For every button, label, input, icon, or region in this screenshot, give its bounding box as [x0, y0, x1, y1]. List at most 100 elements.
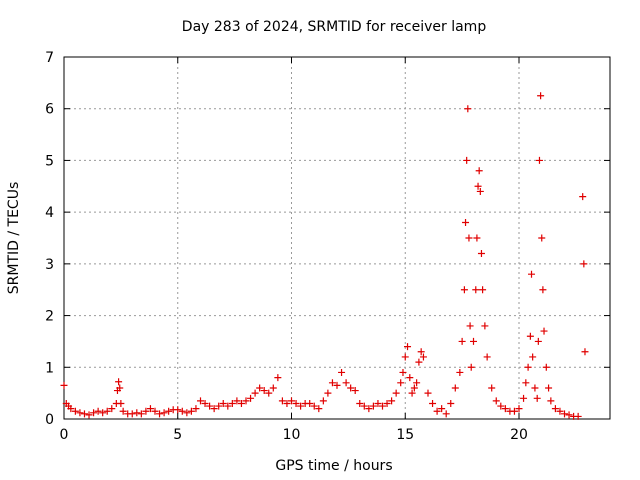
- data-point: [470, 337, 477, 345]
- grid: [64, 57, 610, 419]
- data-point: [103, 407, 111, 415]
- data-point: [76, 409, 84, 417]
- data-point: [466, 322, 474, 330]
- data-point: [397, 379, 405, 387]
- data-point: [526, 332, 534, 340]
- data-point: [360, 402, 368, 410]
- data-point: [374, 399, 382, 407]
- data-point: [128, 410, 136, 418]
- data-point: [535, 156, 543, 164]
- data-point: [310, 402, 318, 410]
- data-point: [447, 399, 455, 407]
- data-point: [413, 379, 421, 387]
- data-point: [581, 348, 589, 356]
- data-point: [67, 405, 75, 413]
- data-points: [60, 92, 589, 420]
- data-point: [477, 250, 485, 258]
- data-point: [237, 399, 245, 407]
- y-tick-label: 1: [45, 360, 54, 376]
- data-point: [116, 384, 124, 392]
- y-tick-label: 3: [45, 257, 54, 273]
- data-point: [160, 409, 168, 417]
- data-point: [274, 374, 282, 382]
- data-point: [365, 405, 373, 413]
- data-point: [315, 405, 323, 413]
- data-point: [401, 353, 409, 361]
- data-point: [233, 397, 241, 405]
- data-point: [306, 399, 314, 407]
- data-point: [60, 381, 68, 389]
- x-tick-label: 10: [283, 427, 301, 443]
- data-point: [424, 389, 432, 397]
- data-point: [137, 410, 145, 418]
- y-tick-label: 6: [45, 102, 54, 118]
- x-tick-label: 15: [396, 427, 414, 443]
- data-point: [156, 410, 164, 418]
- data-point: [278, 397, 286, 405]
- data-point: [545, 384, 553, 392]
- data-point: [399, 368, 407, 376]
- data-point: [415, 358, 423, 366]
- data-point: [251, 389, 259, 397]
- y-tick-label: 2: [45, 309, 54, 325]
- data-point: [265, 389, 273, 397]
- data-point: [297, 402, 305, 410]
- data-point: [451, 384, 459, 392]
- data-point: [119, 407, 127, 415]
- y-tick-label: 4: [45, 205, 54, 221]
- data-point: [442, 410, 450, 418]
- data-point: [479, 286, 487, 294]
- data-point: [463, 156, 471, 164]
- data-point: [574, 412, 582, 420]
- data-point: [288, 397, 295, 405]
- data-point: [522, 379, 530, 387]
- data-point: [404, 343, 412, 351]
- data-point: [269, 384, 277, 392]
- x-tick-label: 20: [510, 427, 528, 443]
- data-point: [481, 322, 489, 330]
- data-point: [406, 374, 414, 382]
- data-point: [197, 397, 204, 405]
- data-point: [408, 389, 416, 397]
- data-point: [328, 379, 336, 387]
- data-point: [510, 407, 518, 415]
- data-point: [99, 409, 107, 417]
- data-point: [242, 397, 250, 405]
- data-point: [417, 348, 425, 356]
- data-point: [537, 92, 545, 100]
- y-tick-label: 0: [45, 412, 54, 428]
- y-axis-title: SRMTID / TECUs: [6, 182, 22, 295]
- data-point: [388, 397, 396, 405]
- data-point: [379, 402, 386, 410]
- data-point: [547, 397, 555, 405]
- data-point: [324, 389, 332, 397]
- data-point: [533, 394, 541, 402]
- data-point: [117, 399, 125, 407]
- data-point: [319, 397, 327, 405]
- data-point: [224, 402, 232, 410]
- data-point: [561, 410, 568, 418]
- data-point: [540, 327, 548, 335]
- data-point: [539, 286, 547, 294]
- data-point: [192, 405, 200, 413]
- data-point: [534, 337, 542, 345]
- data-point: [115, 378, 123, 386]
- data-point: [524, 363, 532, 371]
- data-point: [90, 409, 98, 417]
- data-point: [206, 402, 214, 410]
- data-point: [80, 410, 88, 418]
- data-point: [338, 368, 346, 376]
- data-point: [529, 353, 537, 361]
- data-point: [580, 260, 588, 268]
- data-point: [465, 234, 473, 242]
- data-point: [142, 407, 150, 415]
- data-point: [183, 409, 191, 417]
- data-point: [456, 368, 464, 376]
- data-point: [369, 402, 377, 410]
- data-point: [520, 394, 528, 402]
- data-point: [146, 405, 154, 413]
- plot-frame: [63, 56, 611, 420]
- data-point: [473, 234, 481, 242]
- data-point: [472, 286, 480, 294]
- data-point: [187, 407, 195, 415]
